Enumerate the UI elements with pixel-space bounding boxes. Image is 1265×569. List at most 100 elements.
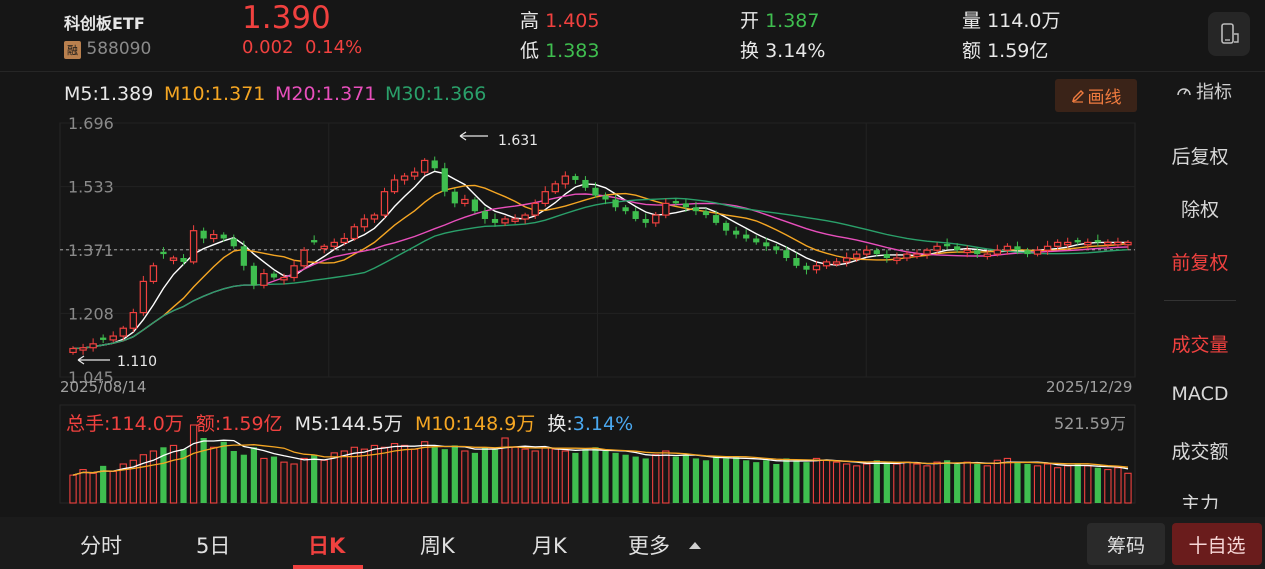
indicator-button[interactable]: 指标 <box>1175 78 1232 104</box>
volume-bar-down <box>712 456 720 503</box>
candle-body-down <box>230 238 237 247</box>
candle-body-up <box>189 230 198 263</box>
volume-bar-down <box>803 462 810 503</box>
low-quote: 低 1.383 <box>520 36 599 63</box>
draw-line-button[interactable]: 画线 <box>1055 79 1137 112</box>
candle-body-up <box>320 245 328 250</box>
candle-body-down <box>722 222 730 231</box>
side-item-volume[interactable]: 成交量 <box>1171 334 1229 356</box>
volume-bar-down <box>692 458 700 503</box>
volume-bar-up <box>822 459 831 504</box>
side-item-ex-rights[interactable]: 除权 <box>1180 199 1219 221</box>
candle-body-up <box>340 237 349 243</box>
candle-body-up <box>149 265 158 283</box>
volume-bar-up <box>521 448 529 504</box>
volume-bar-up <box>531 450 539 504</box>
tab-intraday[interactable]: 分时 <box>80 534 122 558</box>
tab-weekly-k[interactable]: 周K <box>420 534 455 558</box>
candle-body-down <box>743 234 750 239</box>
ma10-legend: M10:1.371 <box>164 83 266 105</box>
kline-chart[interactable]: 1.696 1.533 1.371 1.208 1.045 1.631 1.110 <box>0 115 1145 520</box>
candle-body-down <box>763 242 770 247</box>
volume-bar-down <box>220 441 227 503</box>
candle-body-down <box>783 250 790 258</box>
tab-more-label: 更多 <box>628 534 670 558</box>
volume-bar-up <box>189 424 198 504</box>
candle-body-up <box>561 175 570 185</box>
tab-monthly-k[interactable]: 月K <box>532 534 567 558</box>
volume-bar-up <box>380 446 389 504</box>
volume-bar-down <box>582 449 589 503</box>
side-item-forward-adjusted[interactable]: 前复权 <box>1171 252 1229 274</box>
price-tick-label: 1.045 <box>68 368 114 387</box>
candle-body-down <box>200 230 207 239</box>
turnover-value: 3.14% <box>765 40 826 62</box>
volume-bar-down <box>572 452 579 503</box>
tab-more[interactable]: 更多 <box>628 530 702 560</box>
candle-body-up <box>852 253 861 259</box>
volume-bar-down <box>270 456 278 503</box>
amount-quote: 额 1.59亿 <box>962 36 1048 63</box>
volume-bar-down <box>311 454 318 503</box>
side-item-back-adjusted[interactable]: 后复权 <box>1171 146 1229 168</box>
volume-bar-up <box>1033 465 1042 504</box>
candle-body-up <box>1124 241 1132 246</box>
volume-bar-up <box>370 444 379 504</box>
volume-bar-down <box>944 460 951 503</box>
volume-bar-up <box>119 463 127 504</box>
candle-body-down <box>773 246 780 251</box>
high-quote: 高 1.405 <box>520 6 599 33</box>
candle-body-down <box>632 211 639 219</box>
candle-body-down <box>441 168 448 192</box>
volume-bar-up <box>963 461 971 504</box>
side-item-amount[interactable]: 成交额 <box>1171 441 1229 463</box>
side-item-macd[interactable]: MACD <box>1171 383 1229 405</box>
volume-bar-up <box>421 441 429 504</box>
candle-body-up <box>290 265 298 279</box>
volume-bar-up <box>69 474 77 504</box>
low-label: 低 <box>520 40 540 62</box>
volume-bar-up <box>89 472 97 504</box>
landscape-toggle-button[interactable] <box>1208 12 1250 56</box>
volume-bar-up <box>1114 467 1122 504</box>
volume-bar-down <box>592 447 599 503</box>
add-watchlist-button[interactable]: 十自选 <box>1172 523 1262 565</box>
candle-body-down <box>270 273 278 278</box>
ma30-line <box>72 197 1129 350</box>
candle-body-up <box>551 183 560 193</box>
open-quote: 开 1.387 <box>740 6 819 33</box>
volume-bar-down <box>622 454 629 503</box>
candle-body-up <box>893 257 901 261</box>
candle-body-down <box>682 203 690 208</box>
volume-bar-up <box>923 465 931 504</box>
tab-daily-k[interactable]: 日K <box>308 534 346 558</box>
volume-bar-up <box>1124 472 1132 504</box>
candle-body-down <box>1094 240 1101 243</box>
candle-body-up <box>963 249 971 254</box>
volume-bar-down <box>481 447 489 503</box>
volume-bar-up <box>461 450 469 504</box>
volume-bar-up <box>129 459 137 504</box>
volume-bar-down <box>1094 467 1101 503</box>
candle-body-up <box>400 175 409 181</box>
tab-5day[interactable]: 5日 <box>196 534 231 558</box>
volume-bar-down <box>763 460 770 503</box>
volume-bar-up <box>139 454 148 504</box>
candle-body-up <box>69 347 77 354</box>
price-change: 0.002 0.14% <box>242 37 362 58</box>
volume-bar-up <box>551 448 559 504</box>
volume-bar-up <box>109 470 117 504</box>
candle-body-up <box>531 202 539 216</box>
candle-body-down <box>642 218 649 223</box>
chips-button[interactable]: 筹码 <box>1087 523 1165 565</box>
high-label: 高 <box>520 10 540 32</box>
vol-m10: M10:148.9万 <box>414 413 536 435</box>
price-tick-label: 1.208 <box>68 304 114 323</box>
candle-body-down <box>793 257 800 266</box>
ma10-line <box>72 184 1129 350</box>
ma30-legend: M30:1.366 <box>385 83 487 105</box>
amount-label: 额 <box>962 40 982 62</box>
price-tick-label: 1.533 <box>68 178 114 197</box>
side-item-main-force[interactable]: 主力 <box>1180 493 1219 509</box>
candle-body-up <box>330 241 338 247</box>
